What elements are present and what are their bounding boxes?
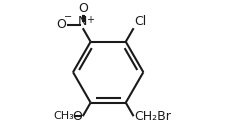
Text: CH₂Br: CH₂Br <box>134 110 170 123</box>
Text: Cl: Cl <box>134 14 146 28</box>
Text: O: O <box>72 110 82 123</box>
Text: +: + <box>85 15 93 25</box>
Text: O: O <box>56 18 66 31</box>
Text: −: − <box>63 12 71 22</box>
Text: O: O <box>78 2 87 15</box>
Text: N: N <box>78 14 87 28</box>
Text: CH₃: CH₃ <box>53 111 73 121</box>
